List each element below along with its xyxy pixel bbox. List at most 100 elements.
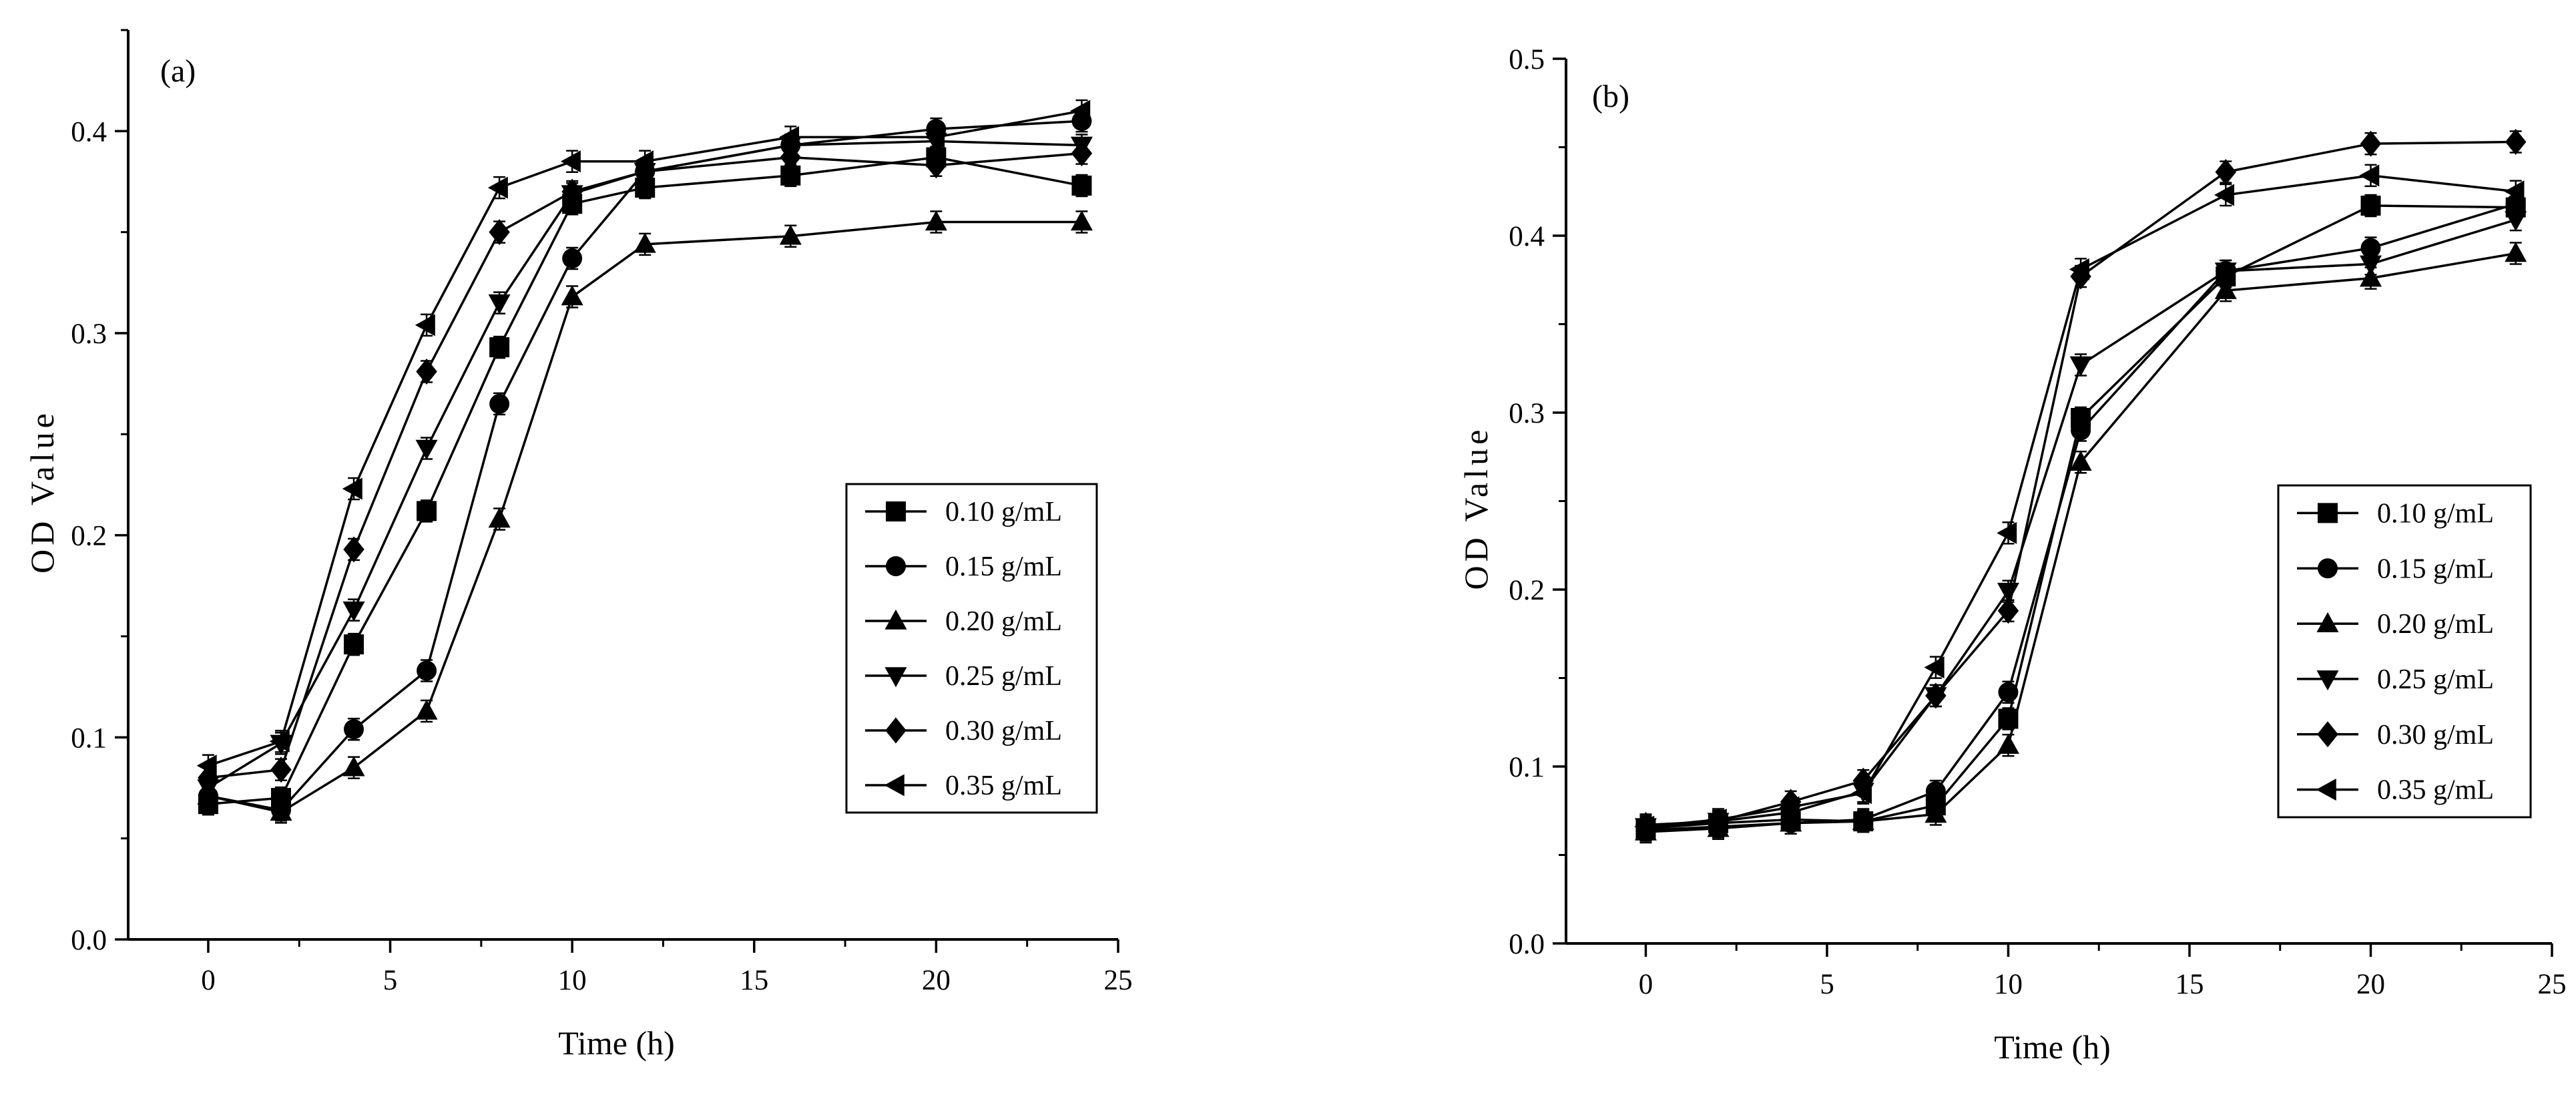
data-point: [488, 294, 511, 314]
y-tick-label: 0.1: [1509, 752, 1545, 783]
legend-marker: [884, 774, 905, 797]
legend-label: 0.20 g/mL: [945, 606, 1062, 637]
legend-marker: [2318, 558, 2338, 579]
series-line: [1645, 174, 2516, 828]
data-point: [1071, 140, 1093, 167]
data-point: [2359, 255, 2382, 276]
x-tick-label: 5: [1820, 969, 1834, 1000]
y-tick-label: 0.2: [71, 521, 107, 552]
y-axis-title: OD Value: [23, 409, 61, 574]
series-line: [1645, 252, 2516, 833]
data-point: [925, 126, 945, 148]
data-point: [633, 150, 654, 173]
data-point: [1779, 796, 1800, 819]
data-point: [1706, 809, 1727, 831]
data-point: [1998, 682, 2019, 702]
series-line: [1645, 218, 2517, 828]
x-tick-label: 10: [558, 965, 587, 996]
data-point: [1924, 803, 1947, 823]
legend-marker: [2316, 670, 2339, 691]
data-point: [1997, 521, 2017, 544]
legend-marker: [2316, 612, 2339, 632]
data-point: [780, 144, 802, 171]
data-point: [344, 719, 364, 740]
legend-label: 0.10 g/mL: [945, 497, 1062, 527]
data-point: [925, 152, 947, 179]
data-point: [415, 699, 438, 720]
legend-label: 0.15 g/mL: [945, 552, 1062, 582]
x-axis-title: Time (h): [1994, 1028, 2111, 1066]
series-line: [208, 140, 1082, 789]
data-point: [1924, 656, 1945, 679]
data-point: [270, 756, 292, 783]
legend-marker: [886, 501, 906, 521]
legend: 0.10 g/mL 0.15 g/mL 0.20 g/mL 0.25 g/mL 0.30…: [2277, 484, 2532, 819]
y-tick-label: 0.3: [71, 318, 107, 350]
series-line: [208, 156, 1082, 805]
data-point: [269, 730, 290, 752]
data-point: [2505, 242, 2527, 262]
data-point: [561, 285, 583, 306]
data-point: [2359, 266, 2382, 287]
data-point: [780, 165, 801, 186]
y-tick-label: 0.1: [71, 722, 107, 754]
data-point: [489, 393, 510, 414]
x-tick-label: 20: [2356, 969, 2385, 1000]
data-point: [2069, 258, 2089, 280]
y-tick-label: 0.5: [1509, 44, 1545, 75]
data-point: [2214, 262, 2237, 283]
data-point: [779, 126, 800, 148]
data-point: [2215, 159, 2237, 186]
data-point: [1925, 682, 1947, 709]
legend-marker: [884, 609, 907, 630]
data-point: [2505, 211, 2527, 232]
x-tick-label: 25: [1104, 965, 1133, 996]
data-point: [342, 477, 362, 500]
data-point: [343, 536, 364, 563]
data-point: [2069, 450, 2092, 471]
data-point: [562, 248, 583, 269]
data-point: [2071, 420, 2091, 441]
legend-marker: [885, 717, 907, 744]
legend-label: 0.30 g/mL: [945, 716, 1062, 746]
y-tick-label: 0.0: [71, 925, 107, 956]
legend: 0.10 g/mL 0.15 g/mL 0.20 g/mL 0.25 g/mL 0.30…: [845, 483, 1098, 814]
data-point: [1852, 809, 1874, 830]
legend-box: [845, 483, 1098, 814]
legend-label: 0.10 g/mL: [2377, 498, 2494, 529]
data-point: [489, 337, 510, 358]
data-point: [779, 224, 802, 245]
data-point: [342, 756, 365, 777]
data-point: [2069, 356, 2092, 377]
legend-marker: [2316, 779, 2336, 801]
data-point: [417, 501, 437, 521]
legend-label: 0.25 g/mL: [945, 661, 1062, 692]
data-point: [1070, 99, 1091, 122]
x-tick-label: 0: [1639, 969, 1653, 1000]
legend-label: 0.35 g/mL: [2377, 775, 2494, 806]
data-point: [2360, 195, 2381, 216]
y-tick-label: 0.3: [1509, 398, 1545, 429]
data-point: [488, 507, 511, 528]
y-tick-label: 0.2: [1509, 575, 1545, 606]
data-point: [487, 176, 508, 199]
data-point: [925, 210, 947, 231]
x-tick-label: 20: [922, 965, 951, 996]
legend-label: 0.35 g/mL: [945, 771, 1062, 801]
chart-panel: 0 5 10 15 20 25 0.0 0.1 0.2 0.3 0.4 Time (h) OD Valu…: [23, 29, 1133, 1062]
data-point: [633, 232, 656, 253]
data-point: [2359, 164, 2380, 187]
legend-box: [2277, 484, 2532, 819]
x-tick-label: 15: [740, 965, 768, 996]
legend-marker: [884, 667, 907, 688]
x-tick-label: 5: [383, 965, 398, 996]
data-point: [1852, 782, 1872, 805]
data-point: [1070, 210, 1093, 231]
data-point: [1997, 598, 2019, 624]
legend-label: 0.20 g/mL: [2377, 609, 2494, 640]
series-line: [208, 152, 1082, 779]
y-tick-label: 0.4: [1509, 221, 1545, 252]
data-point: [561, 178, 583, 205]
